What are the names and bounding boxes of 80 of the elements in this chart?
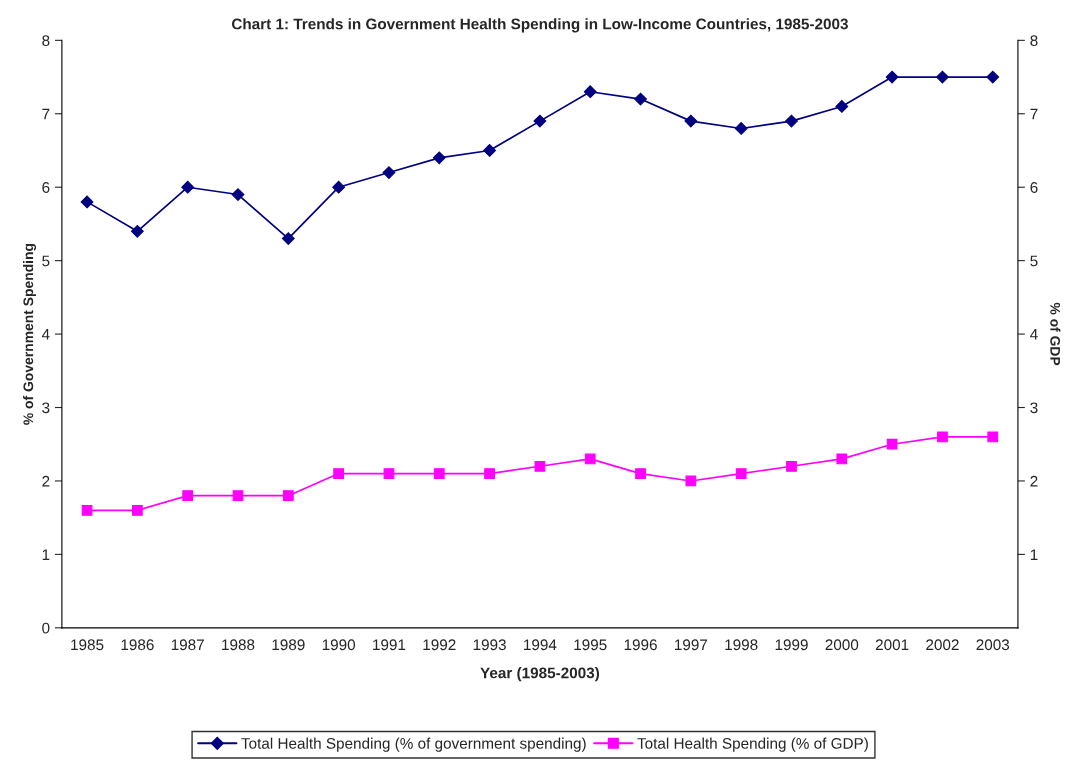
y2-tick-label: 5 (1030, 255, 1038, 267)
x-tick-label: 1996 (624, 639, 657, 651)
point (886, 438, 898, 450)
y2-tick-label: 1 (1030, 549, 1038, 560)
y-tick-label: 1 (42, 549, 50, 560)
point (634, 92, 647, 106)
point (635, 468, 646, 479)
legend-label: Total Health Spending (% of GDP) (637, 737, 868, 752)
x-tick-label: 1991 (373, 639, 406, 651)
y2-axis-title: % of GDP (1050, 302, 1061, 366)
point (333, 468, 345, 479)
x-tick-label: 1987 (171, 639, 204, 651)
point (583, 85, 597, 99)
point (232, 490, 244, 502)
x-tick-label: 1985 (71, 639, 104, 651)
point (131, 504, 143, 516)
x-tick-label: 1997 (675, 639, 708, 651)
point (533, 114, 547, 128)
point (382, 166, 396, 179)
point (885, 70, 899, 84)
point (735, 468, 747, 479)
point (231, 188, 245, 201)
x-tick-label: 1995 (574, 639, 607, 651)
chart-title: Chart 1: Trends in Government Health Spending in Low-Income Countries, 1985-2003 (231, 18, 848, 33)
point (80, 195, 94, 209)
point (785, 114, 798, 128)
y-tick-label: 5 (42, 255, 50, 267)
point (937, 431, 948, 443)
point (282, 490, 294, 502)
y-tick-label: 7 (42, 108, 50, 120)
x-tick-label: 1994 (524, 639, 557, 651)
x-tick-label: 1986 (121, 639, 154, 651)
y2-tick-label: 2 (1030, 475, 1038, 487)
y2-tick-label: 3 (1030, 402, 1038, 414)
point (986, 70, 1000, 84)
x-tick-label: 2003 (976, 639, 1010, 651)
point (383, 468, 395, 479)
x-tick-label: 1998 (725, 639, 758, 651)
legend-label: Total Health Spending (% of government spending) (241, 737, 586, 752)
x-tick-label: 1989 (272, 639, 305, 651)
y-tick-label: 2 (42, 475, 50, 487)
x-tick-label: 1990 (322, 639, 356, 651)
point (432, 151, 446, 165)
x-tick-label: 2001 (875, 639, 909, 651)
point (584, 453, 596, 465)
y-tick-label: 0 (42, 622, 50, 634)
x-tick-label: 2002 (926, 639, 959, 651)
point (835, 100, 849, 113)
point (130, 224, 144, 238)
x-tick-label: 1992 (423, 639, 456, 651)
x-tick-label: 2000 (825, 639, 859, 651)
y-tick-label: 6 (42, 182, 50, 193)
y-tick-label: 3 (42, 402, 50, 414)
point (332, 180, 346, 194)
x-tick-label: 1993 (473, 639, 506, 651)
y2-tick-label: 6 (1030, 182, 1038, 193)
point (483, 144, 496, 157)
y2-tick-label: 8 (1030, 35, 1038, 47)
point (684, 114, 698, 128)
y2-tick-label: 7 (1030, 108, 1038, 120)
point (836, 453, 848, 465)
point (182, 490, 194, 502)
point (181, 180, 195, 194)
y2-tick-label: 4 (1030, 329, 1038, 340)
point (534, 460, 546, 472)
point (281, 232, 295, 246)
x-tick-label: 1988 (222, 639, 255, 651)
point (987, 431, 999, 443)
x-tick-label: 1999 (775, 639, 808, 651)
x-axis-title: Year (1985-2003) (480, 667, 600, 682)
point (685, 475, 697, 487)
y-axis-title: % of Government Spending (23, 243, 37, 425)
point (81, 504, 93, 516)
point (433, 468, 445, 479)
point (484, 468, 495, 479)
point (734, 122, 748, 135)
point (786, 460, 797, 472)
point (936, 70, 949, 84)
y-tick-label: 4 (41, 329, 50, 340)
y-tick-label: 8 (42, 35, 50, 47)
